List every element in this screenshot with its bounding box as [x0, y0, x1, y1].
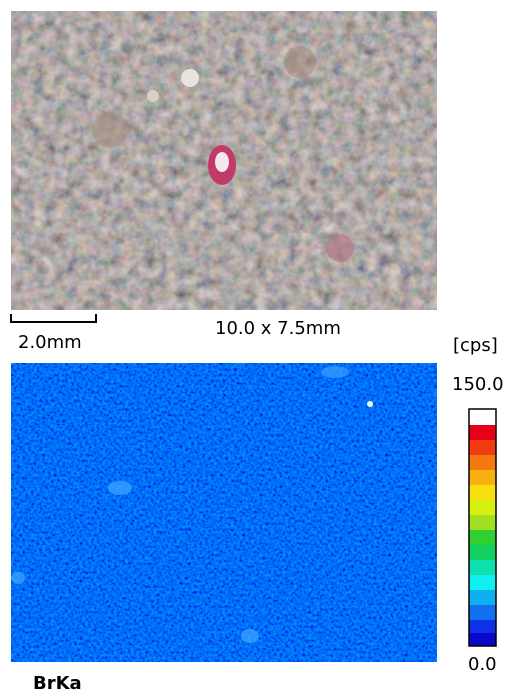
- page: 2.0mm 10.0 x 7.5mm [cps] 150.0 0.0 BrKa: [0, 0, 511, 691]
- sample-photo: [11, 11, 437, 310]
- scale-bar-label: 2.0mm: [18, 332, 82, 353]
- colorbar-max: 150.0: [452, 374, 504, 395]
- field-of-view: 10.0 x 7.5mm: [215, 318, 341, 339]
- element-map: [11, 363, 437, 662]
- colorbar: [469, 409, 496, 646]
- colorbar-unit: [cps]: [453, 335, 498, 356]
- colorbar-min: 0.0: [468, 654, 497, 675]
- element-label: BrKa: [33, 673, 82, 691]
- scale-bar: [11, 314, 96, 322]
